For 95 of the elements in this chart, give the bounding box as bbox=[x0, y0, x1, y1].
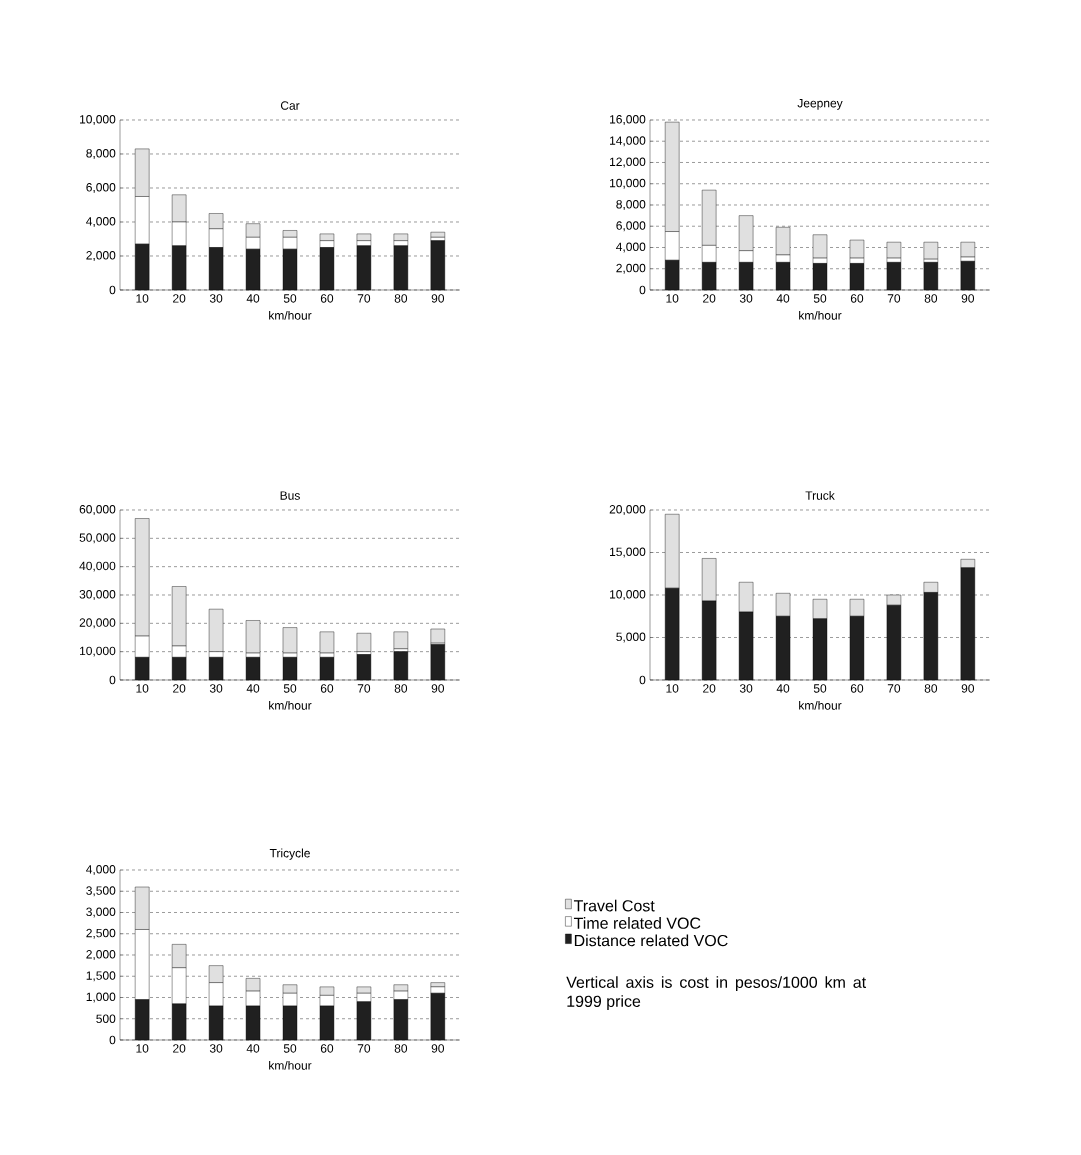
y-tick-label: 5,000 bbox=[616, 632, 646, 643]
x-tick-label: 40 bbox=[246, 1044, 260, 1053]
y-tick-label: 10,000 bbox=[610, 178, 646, 189]
y-tick-label: 10,000 bbox=[610, 590, 646, 600]
x-tick-label: 90 bbox=[961, 684, 975, 693]
x-tick-label: 50 bbox=[813, 294, 827, 303]
chart-title: Car bbox=[280, 101, 300, 110]
x-tick-label: 40 bbox=[246, 294, 260, 303]
y-tick-label: 0 bbox=[639, 675, 646, 685]
x-tick-label: 20 bbox=[703, 684, 716, 693]
y-tick-label: 0 bbox=[639, 285, 646, 295]
x-tick-label: 60 bbox=[320, 294, 334, 303]
y-tick-label: 50,000 bbox=[79, 533, 116, 544]
x-tick-label: 60 bbox=[320, 1044, 334, 1053]
x-tick-label: 50 bbox=[283, 684, 297, 693]
x-tick-label: 20 bbox=[173, 294, 186, 303]
y-tick-label: 10,000 bbox=[80, 115, 116, 125]
y-tick-label: 20,000 bbox=[609, 505, 646, 515]
y-tick-label: 3,000 bbox=[86, 907, 116, 918]
y-tick-label: 0 bbox=[109, 1035, 116, 1045]
y-tick-label: 1,000 bbox=[86, 992, 116, 1003]
x-tick-label: 80 bbox=[924, 294, 938, 303]
x-tick-label: 70 bbox=[357, 1044, 371, 1053]
y-tick-label: 10,000 bbox=[80, 646, 116, 657]
y-tick-label: 8,000 bbox=[616, 200, 646, 210]
x-tick-label: 90 bbox=[431, 684, 445, 693]
x-axis-title: km/hour bbox=[269, 700, 312, 710]
x-tick-label: 30 bbox=[209, 684, 223, 693]
x-tick-label: 90 bbox=[431, 1044, 445, 1053]
y-tick-label: 6,000 bbox=[616, 221, 646, 232]
legend-label: Travel Cost bbox=[573, 899, 655, 912]
x-axis-title: km/hour bbox=[269, 1060, 312, 1070]
x-tick-label: 30 bbox=[209, 294, 223, 303]
x-tick-label: 60 bbox=[320, 684, 334, 693]
y-tick-label: 60,000 bbox=[79, 505, 116, 515]
x-tick-label: 50 bbox=[813, 684, 827, 693]
x-tick-label: 20 bbox=[173, 1044, 186, 1053]
x-tick-label: 10 bbox=[666, 684, 679, 693]
legend-label: Distance related VOC bbox=[574, 934, 728, 947]
y-tick-label: 500 bbox=[96, 1014, 116, 1023]
y-tick-label: 14,000 bbox=[610, 136, 646, 147]
y-tick-label: 2,000 bbox=[86, 251, 116, 261]
y-tick-label: 2,500 bbox=[86, 928, 116, 939]
y-tick-label: 16,000 bbox=[610, 115, 646, 125]
x-axis-title: km/hour bbox=[799, 700, 842, 710]
y-tick-label: 0 bbox=[109, 285, 116, 295]
chart-title: Bus bbox=[280, 491, 300, 500]
x-tick-label: 60 bbox=[850, 684, 864, 693]
x-axis-title: km/hour bbox=[269, 310, 312, 320]
x-tick-label: 50 bbox=[283, 294, 297, 303]
y-tick-label: 20,000 bbox=[79, 618, 116, 629]
y-tick-label: 2,000 bbox=[86, 950, 116, 960]
x-tick-label: 20 bbox=[173, 684, 186, 693]
x-tick-label: 10 bbox=[136, 294, 149, 303]
x-tick-label: 10 bbox=[136, 684, 149, 693]
x-tick-label: 20 bbox=[703, 294, 716, 303]
y-tick-label: 0 bbox=[109, 675, 116, 685]
x-tick-label: 40 bbox=[776, 684, 790, 693]
x-tick-label: 10 bbox=[666, 294, 679, 303]
y-tick-label: 3,500 bbox=[86, 886, 116, 897]
y-tick-label: 12,000 bbox=[610, 157, 646, 168]
y-tick-label: 30,000 bbox=[79, 590, 116, 600]
x-tick-label: 90 bbox=[431, 294, 445, 303]
y-tick-label: 4,000 bbox=[86, 217, 116, 227]
x-tick-label: 70 bbox=[357, 684, 371, 693]
x-tick-label: 40 bbox=[246, 684, 260, 693]
y-tick-label: 8,000 bbox=[86, 149, 116, 159]
x-tick-label: 80 bbox=[924, 684, 938, 693]
x-tick-label: 50 bbox=[283, 1044, 297, 1053]
y-tick-label: 6,000 bbox=[86, 183, 116, 193]
x-tick-label: 30 bbox=[739, 684, 753, 693]
text: Vertical axis is cost in pesos/1000 km at 1999 price bbox=[566, 976, 867, 1011]
x-tick-label: 60 bbox=[850, 294, 864, 303]
x-tick-label: 30 bbox=[209, 1044, 223, 1053]
chart-title: Tricycle bbox=[269, 848, 310, 860]
x-tick-label: 70 bbox=[887, 684, 901, 693]
x-axis-title: km/hour bbox=[799, 310, 842, 320]
y-tick-label: 2,000 bbox=[616, 263, 646, 274]
x-tick-label: 80 bbox=[394, 294, 408, 303]
y-tick-label: 1,500 bbox=[86, 971, 116, 982]
y-tick-label: 4,000 bbox=[616, 242, 646, 253]
x-tick-label: 30 bbox=[739, 294, 753, 303]
x-tick-label: 80 bbox=[394, 684, 408, 693]
x-tick-label: 70 bbox=[887, 294, 901, 303]
y-tick-label: 4,000 bbox=[86, 865, 116, 875]
x-tick-label: 80 bbox=[394, 1044, 408, 1053]
x-tick-label: 70 bbox=[357, 294, 371, 303]
x-tick-label: 10 bbox=[136, 1044, 149, 1053]
x-tick-label: 90 bbox=[961, 294, 975, 303]
chart-title: Jeepney bbox=[797, 99, 843, 110]
legend-label: Time related VOC bbox=[573, 917, 701, 929]
chart-title: Truck bbox=[805, 490, 835, 500]
y-tick-label: 15,000 bbox=[610, 547, 646, 558]
y-tick-label: 40,000 bbox=[79, 561, 116, 572]
x-tick-label: 40 bbox=[776, 294, 790, 303]
